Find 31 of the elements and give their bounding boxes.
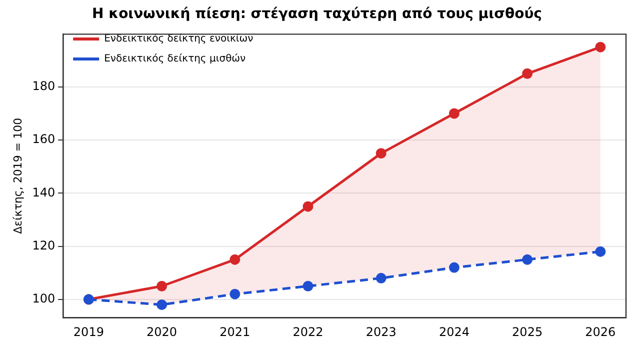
x-tick-label: 2021	[220, 324, 250, 339]
point	[302, 280, 314, 292]
x-tick-label: 2025	[512, 324, 543, 339]
point	[522, 68, 533, 79]
y-tick-label: 100	[32, 292, 56, 306]
y-tick-label: 180	[32, 79, 56, 94]
x-tick-label: 2026	[585, 324, 616, 339]
point	[595, 42, 606, 52]
point	[156, 299, 168, 310]
point	[376, 272, 386, 284]
point	[376, 148, 386, 159]
x-tick-label: 2024	[438, 324, 470, 339]
point	[448, 262, 460, 273]
point	[448, 108, 460, 119]
legend-label: Ενδεικτικός δείκτης ενοικίων	[104, 34, 254, 45]
point	[230, 254, 240, 265]
x-tick-label: 2019	[73, 324, 104, 339]
x-tick-label: 2022	[292, 324, 324, 339]
y-axis-title: Δείκτης, 2019 = 100	[11, 118, 24, 234]
legend-label: Ενδεικτικός δείκτης μισθών	[104, 54, 246, 65]
x-tick-label: 2023	[366, 324, 396, 339]
point	[595, 246, 606, 257]
chart-title: Η κοινωνική πίεση: στέγαση ταχύτερη από τους μισθούς	[91, 6, 543, 22]
point	[302, 201, 314, 212]
point	[522, 254, 533, 265]
y-tick-label: 160	[32, 132, 56, 146]
point	[156, 280, 168, 292]
point	[230, 288, 240, 300]
y-tick-label: 140	[32, 185, 56, 200]
y-tick-label: 120	[32, 238, 56, 252]
x-tick-label: 2020	[146, 324, 178, 339]
